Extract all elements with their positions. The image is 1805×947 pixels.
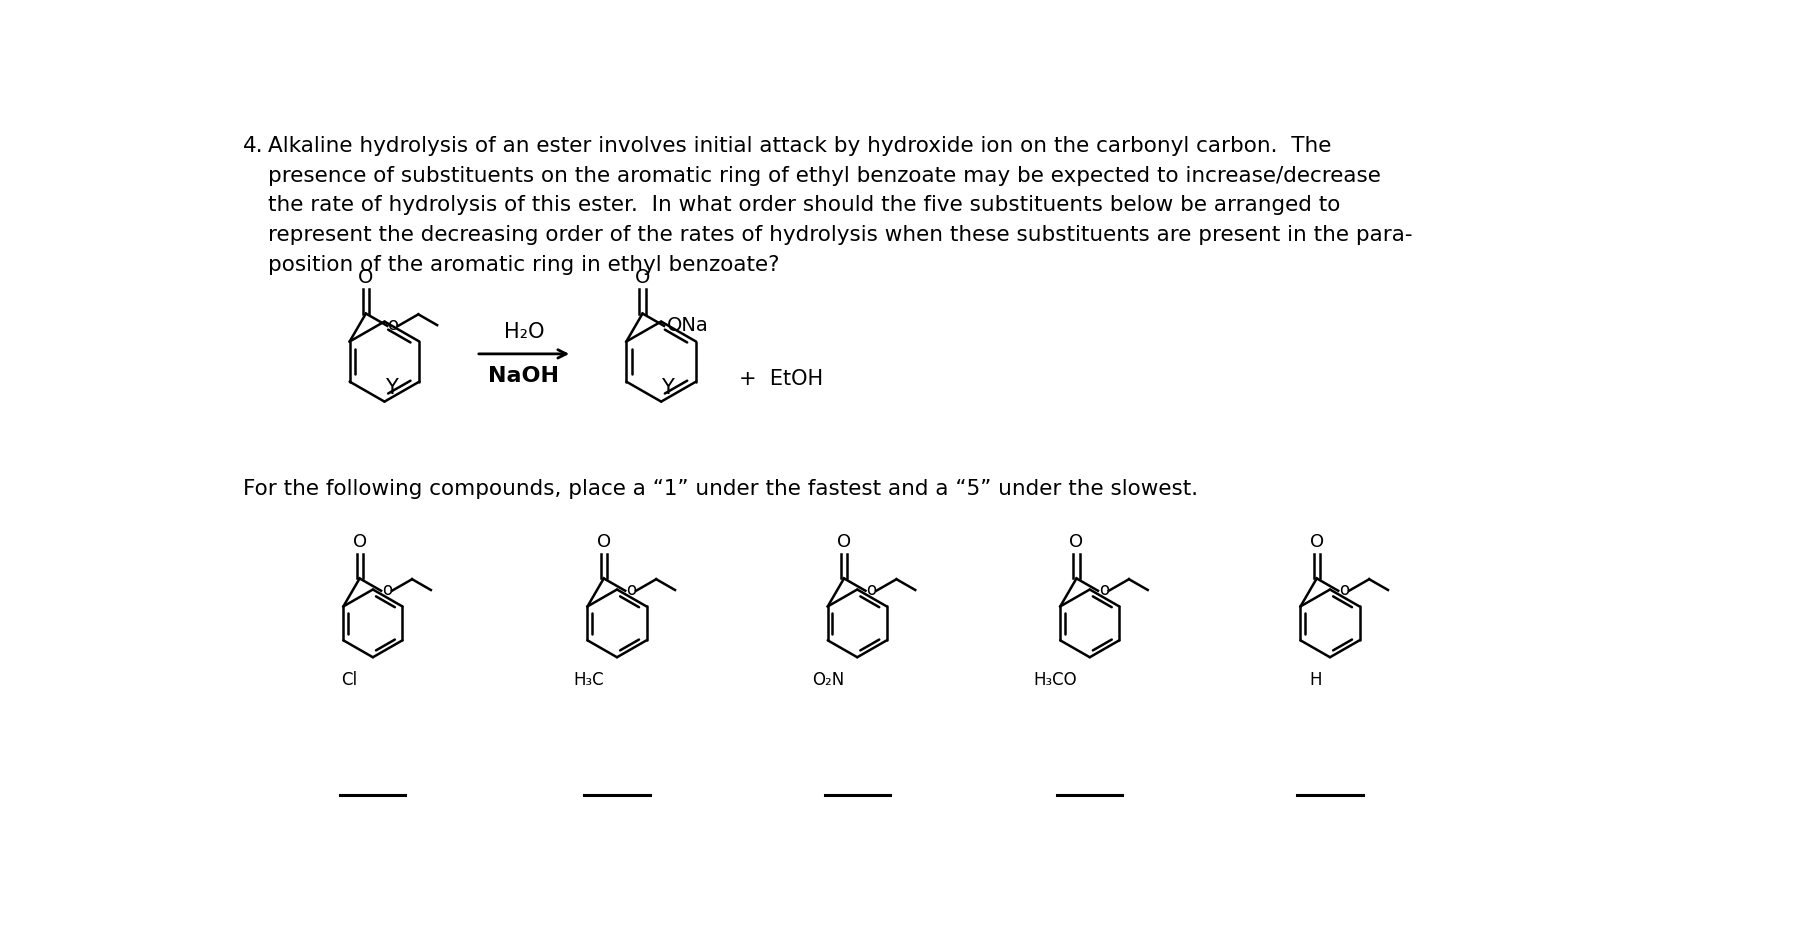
Text: O: O xyxy=(352,533,366,551)
Text: o: o xyxy=(1099,581,1108,599)
Text: represent the decreasing order of the rates of hydrolysis when these substituent: represent the decreasing order of the ra… xyxy=(269,224,1413,245)
Text: presence of substituents on the aromatic ring of ethyl benzoate may be expected : presence of substituents on the aromatic… xyxy=(269,166,1381,186)
Text: O: O xyxy=(838,533,850,551)
Text: position of the aromatic ring in ethyl benzoate?: position of the aromatic ring in ethyl b… xyxy=(269,255,780,275)
Text: +  EtOH: + EtOH xyxy=(738,368,823,388)
Text: H₃C: H₃C xyxy=(574,671,605,689)
Text: H₃CO: H₃CO xyxy=(1032,671,1076,689)
Text: 4.: 4. xyxy=(242,136,264,156)
Text: o: o xyxy=(1339,581,1348,599)
Text: NaOH: NaOH xyxy=(489,366,560,386)
Text: ONa: ONa xyxy=(668,315,709,334)
Text: For the following compounds, place a “1” under the fastest and a “5” under the s: For the following compounds, place a “1”… xyxy=(242,479,1199,499)
Text: O: O xyxy=(357,268,374,287)
Text: O: O xyxy=(1310,533,1323,551)
Text: O: O xyxy=(635,268,650,287)
Text: o: o xyxy=(626,581,635,599)
Text: o: o xyxy=(866,581,877,599)
Text: Alkaline hydrolysis of an ester involves initial attack by hydroxide ion on the : Alkaline hydrolysis of an ester involves… xyxy=(269,136,1332,156)
Text: O₂N: O₂N xyxy=(812,671,845,689)
Text: the rate of hydrolysis of this ester.  In what order should the five substituent: the rate of hydrolysis of this ester. In… xyxy=(269,195,1341,215)
Text: o: o xyxy=(383,581,392,599)
Text: o: o xyxy=(388,316,399,334)
Text: Y: Y xyxy=(384,378,397,398)
Text: O: O xyxy=(597,533,610,551)
Text: H: H xyxy=(1310,671,1323,689)
Text: Cl: Cl xyxy=(341,671,357,689)
Text: H₂O: H₂O xyxy=(504,322,545,342)
Text: Y: Y xyxy=(661,378,675,398)
Text: O: O xyxy=(1069,533,1083,551)
